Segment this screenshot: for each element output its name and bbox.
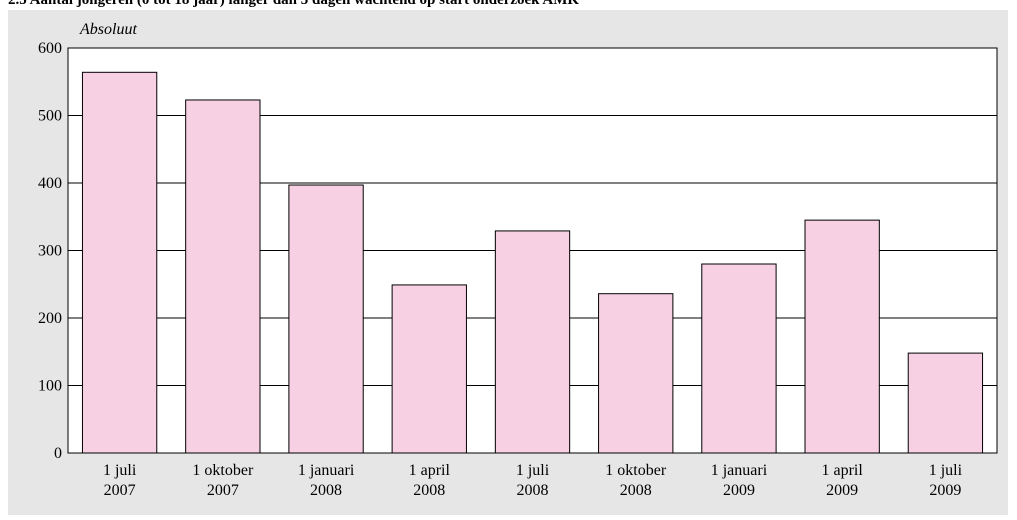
y-tick-label: 200 xyxy=(38,310,62,327)
x-tick-label: 2009 xyxy=(723,482,755,499)
y-tick-label: 100 xyxy=(38,378,62,395)
bar xyxy=(288,184,364,454)
x-tick-label: 1 januari xyxy=(298,462,355,479)
y-axis-label: Absoluut xyxy=(79,21,137,38)
x-tick-label: 1 juli xyxy=(929,462,963,479)
x-tick-label: 1 april xyxy=(822,462,864,479)
x-tick-label: 1 januari xyxy=(711,462,768,479)
x-tick-label: 2008 xyxy=(620,482,652,499)
x-tick-label: 1 oktober xyxy=(605,462,667,479)
x-tick-label: 2009 xyxy=(929,482,961,499)
bar xyxy=(81,71,158,454)
y-tick-label: 600 xyxy=(38,40,62,57)
bar xyxy=(804,219,880,454)
bar xyxy=(907,352,984,454)
x-tick-label: 2007 xyxy=(104,482,136,499)
x-tick-label: 2008 xyxy=(517,482,549,499)
bar xyxy=(391,284,467,454)
y-tick-label: 500 xyxy=(38,108,62,125)
bar xyxy=(185,99,261,454)
x-tick-label: 2008 xyxy=(413,482,445,499)
chart-title: 2.5 Aantal jongeren (0 tot 18 jaar) lang… xyxy=(8,0,579,8)
bar xyxy=(701,263,777,454)
x-tick-label: 2008 xyxy=(310,482,342,499)
x-tick-label: 1 juli xyxy=(103,462,137,479)
bar xyxy=(494,230,571,454)
x-tick-label: 1 juli xyxy=(516,462,550,479)
x-tick-label: 1 april xyxy=(409,462,451,479)
x-tick-label: 2007 xyxy=(207,482,239,499)
bar xyxy=(598,293,674,454)
x-tick-label: 2009 xyxy=(826,482,858,499)
y-tick-label: 300 xyxy=(38,243,62,260)
x-tick-label: 1 oktober xyxy=(192,462,254,479)
plot-border xyxy=(67,47,998,454)
y-tick-label: 0 xyxy=(54,445,62,462)
y-tick-label: 400 xyxy=(38,175,62,192)
